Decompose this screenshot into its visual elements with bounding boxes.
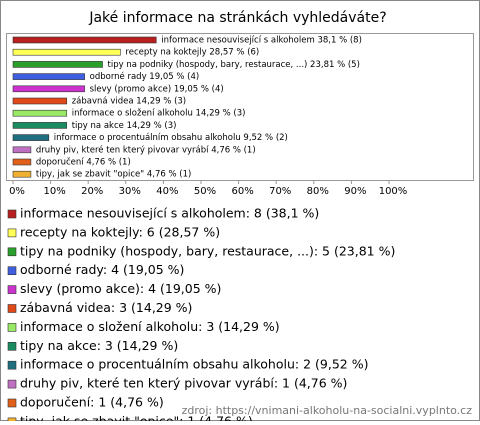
- legend-label: tipy na akce: 3 (14,29 %): [20, 338, 178, 353]
- bar: [12, 146, 32, 154]
- bar: [12, 97, 68, 105]
- bar-label: tipy na podniky (hospody, bary, restaura…: [108, 60, 360, 70]
- legend-swatch: [7, 379, 17, 389]
- bar: [12, 61, 103, 68]
- bar-label: informace nesouvisející s alkoholem 38,1…: [161, 36, 362, 46]
- legend-label: informace nesouvisející s alkoholem: 8 (…: [20, 206, 319, 221]
- bar-label: informace o složení alkoholu 14,29 % (3): [72, 109, 246, 119]
- legend-swatch: [7, 266, 17, 276]
- legend-label: tipy na podniky (hospody, bary, restaura…: [20, 243, 395, 258]
- bar: [12, 85, 85, 93]
- x-tick-label: 90%: [344, 186, 366, 197]
- legend-label: slevy (promo akce): 4 (19,05 %): [20, 281, 221, 296]
- x-tick-label: 100%: [379, 186, 408, 197]
- legend-label: zábavná videa: 3 (14,29 %): [20, 300, 192, 315]
- bar-label: slevy (promo akce) 19,05 % (4): [90, 84, 224, 94]
- x-tick-label: 30%: [119, 186, 141, 197]
- bar: [12, 109, 68, 117]
- bar: [12, 134, 50, 141]
- bar: [12, 73, 85, 80]
- legend-label: recepty na koktejly: 6 (28,57 %): [20, 224, 220, 239]
- x-tick-label: 50%: [194, 186, 216, 197]
- chart-title: Jaké informace na stránkách vyhledáváte?: [88, 10, 386, 26]
- bar-label: zábavná videa 14,29 % (3): [72, 97, 186, 107]
- bar-label: odborné rady 19,05 % (4): [90, 71, 200, 82]
- bar-label: recepty na koktejly 28,57 % (6): [125, 48, 259, 58]
- bar-label: tipy na akce 14,29 % (3): [72, 121, 177, 131]
- source: zdroj: https://vnimani-alkoholu-na-socia…: [182, 404, 473, 417]
- bar: [12, 158, 32, 166]
- x-tick-label: 80%: [307, 186, 329, 197]
- bar-label: informace o procentuálním obsahu alkohol…: [54, 133, 288, 143]
- legend-swatch: [7, 398, 17, 408]
- legend-swatch: [7, 285, 17, 294]
- x-tick-label: 20%: [81, 186, 103, 197]
- x-tick-label: 70%: [269, 186, 291, 197]
- x-tick-label: 60%: [231, 186, 253, 197]
- legend-label: doporučení: 1 (4,76 %): [20, 395, 164, 410]
- bar-label: druhy piv, které ten který pivovar vyráb…: [36, 144, 256, 155]
- x-tick-label: 0%: [9, 186, 25, 197]
- plot-area: [6, 33, 474, 181]
- legend-swatch: [7, 360, 17, 370]
- x-tick-label: 40%: [156, 186, 178, 197]
- legend-label: tipy, jak se zbavit "opice": 1 (4,76 %): [20, 413, 253, 421]
- legend-swatch: [7, 247, 17, 257]
- bar: [12, 48, 121, 56]
- bar: [12, 36, 157, 44]
- legend-swatch: [7, 304, 17, 313]
- x-tick-label: 10%: [43, 186, 65, 197]
- legend-label: odborné rady: 4 (19,05 %): [20, 262, 184, 277]
- bar-label: tipy, jak se zbavit "opice" 4,76 % (1): [36, 170, 191, 180]
- bar: [12, 170, 32, 178]
- legend-swatch: [7, 341, 17, 351]
- legend-swatch: [7, 323, 17, 332]
- legend-swatch: [7, 228, 17, 238]
- legend-swatch: [7, 209, 17, 219]
- bar: [12, 122, 68, 129]
- bar-label: doporučení 4,76 % (1): [36, 157, 131, 168]
- legend-label: informace o složení alkoholu: 3 (14,29 %…: [20, 319, 280, 334]
- legend-label: druhy piv, které ten který pivovar vyráb…: [20, 376, 347, 391]
- legend-label: informace o procentuálním obsahu alkohol…: [20, 357, 368, 372]
